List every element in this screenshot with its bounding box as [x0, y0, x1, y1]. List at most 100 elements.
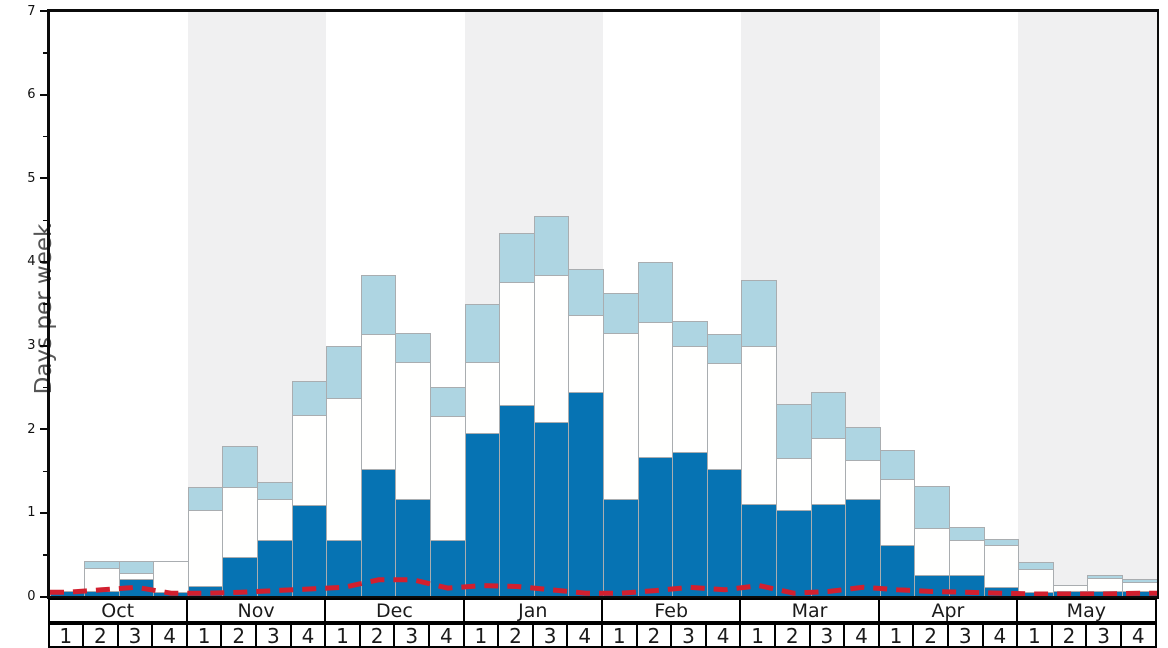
bar-segment-light-blue — [291, 380, 328, 416]
bar-segment-dark-blue — [845, 498, 881, 598]
y-minor-tick — [42, 219, 48, 221]
bar-segment-light-blue — [879, 450, 916, 481]
bar-segment-light-blue — [568, 268, 604, 317]
week-cell: 2 — [773, 623, 811, 648]
bar-segment-light-blue — [464, 303, 501, 364]
y-major-tick — [39, 10, 48, 12]
y-tick-label: 3 — [27, 338, 36, 354]
bar-segment-dark-blue — [810, 504, 847, 598]
bar-segment-white — [395, 362, 432, 500]
bar-segment-white — [983, 544, 1020, 589]
week-cell: 1 — [1016, 623, 1053, 648]
shaded-band-may — [1018, 11, 1157, 597]
week-cell: 4 — [289, 623, 327, 648]
week-cell: 3 — [116, 623, 154, 648]
week-cell: 3 — [670, 623, 707, 648]
week-cell: 1 — [47, 623, 85, 648]
bar-segment-light-blue — [845, 426, 881, 462]
bar-segment-light-blue — [603, 292, 639, 335]
y-axis-title: Days per week — [31, 223, 57, 395]
bar-segment-light-blue — [326, 345, 362, 400]
y-major-tick — [39, 344, 48, 347]
bar-segment-white — [1052, 584, 1089, 592]
y-minor-tick — [42, 135, 48, 138]
bar-segment-white — [118, 573, 155, 580]
week-cell: 2 — [358, 623, 396, 648]
bar-segment-white — [741, 345, 777, 506]
bar-segment-white — [222, 486, 259, 559]
bar-segment-light-blue — [706, 333, 743, 365]
week-cell: 3 — [393, 623, 431, 648]
bar-segment-white — [845, 460, 881, 500]
y-major-tick — [39, 511, 48, 514]
week-cell: 4 — [843, 623, 880, 648]
bar-segment-light-blue — [1121, 578, 1158, 584]
bar-segment-light-blue — [118, 561, 155, 575]
month-cell-jan: Jan — [462, 598, 603, 623]
bar-segment-dark-blue — [430, 539, 466, 598]
week-cell: 1 — [462, 623, 500, 648]
top-spine — [46, 9, 1159, 12]
bar-segment-dark-blue — [775, 510, 812, 598]
bar-segment-light-blue — [430, 386, 466, 417]
week-cell: 3 — [255, 623, 292, 648]
bar-segment-light-blue — [741, 280, 777, 347]
y-tick-label: 2 — [27, 421, 36, 437]
y-minor-tick — [42, 52, 48, 54]
bar-segment-dark-blue — [360, 469, 397, 598]
bar-segment-white — [775, 457, 812, 512]
y-tick-label: 4 — [27, 254, 36, 270]
bar-segment-light-blue — [637, 261, 674, 324]
bar-segment-dark-blue — [568, 392, 604, 598]
week-cell: 1 — [324, 623, 361, 648]
bar-segment-white — [153, 561, 189, 594]
week-cell: 2 — [635, 623, 673, 648]
bar-segment-light-blue — [672, 321, 708, 348]
bar-segment-white — [430, 415, 466, 541]
week-cell: 4 — [1119, 623, 1157, 648]
month-cell-feb: Feb — [601, 598, 742, 623]
y-major-tick — [39, 177, 48, 180]
bar-segment-light-blue — [187, 486, 224, 511]
bar-segment-dark-blue — [464, 433, 501, 598]
bar-segment-dark-blue — [257, 539, 293, 598]
week-cell: 4 — [981, 623, 1019, 648]
week-cell: 3 — [1085, 623, 1122, 648]
month-cell-may: May — [1016, 598, 1157, 623]
y-major-tick — [39, 428, 48, 431]
week-cell: 2 — [1050, 623, 1088, 648]
bar-segment-white — [533, 275, 570, 423]
y-tick-label: 1 — [27, 505, 36, 521]
y-minor-tick — [42, 386, 48, 389]
week-cell: 3 — [946, 623, 984, 648]
bar-segment-light-blue — [84, 561, 120, 570]
bar-segment-white — [603, 333, 639, 500]
bar-segment-light-blue — [775, 404, 812, 459]
week-cell: 1 — [601, 623, 638, 648]
bar-segment-light-blue — [948, 527, 985, 541]
bar-segment-white — [948, 539, 985, 576]
bar-segment-white — [257, 498, 293, 541]
bar-segment-dark-blue — [499, 404, 535, 598]
bar-segment-white — [84, 568, 120, 593]
y-minor-tick — [42, 554, 48, 556]
y-tick-label: 0 — [27, 589, 36, 604]
month-cell-nov: Nov — [185, 598, 327, 623]
bar-segment-dark-blue — [914, 574, 950, 598]
y-minor-tick — [42, 303, 48, 305]
y-major-tick — [39, 595, 48, 598]
bar-segment-white — [499, 282, 535, 406]
bar-segment-white — [879, 479, 916, 546]
bar-segment-dark-blue — [222, 557, 259, 598]
week-cell: 2 — [220, 623, 258, 648]
week-cell: 1 — [185, 623, 223, 648]
bar-segment-dark-blue — [533, 421, 570, 598]
bar-segment-light-blue — [983, 538, 1020, 546]
bar-segment-dark-blue — [879, 544, 916, 598]
bar-segment-light-blue — [1087, 574, 1123, 580]
bar-segment-light-blue — [395, 333, 432, 364]
bar-segment-light-blue — [257, 481, 293, 500]
bar-segment-dark-blue — [741, 504, 777, 598]
left-spine — [46, 9, 50, 599]
y-minor-tick — [42, 470, 48, 472]
